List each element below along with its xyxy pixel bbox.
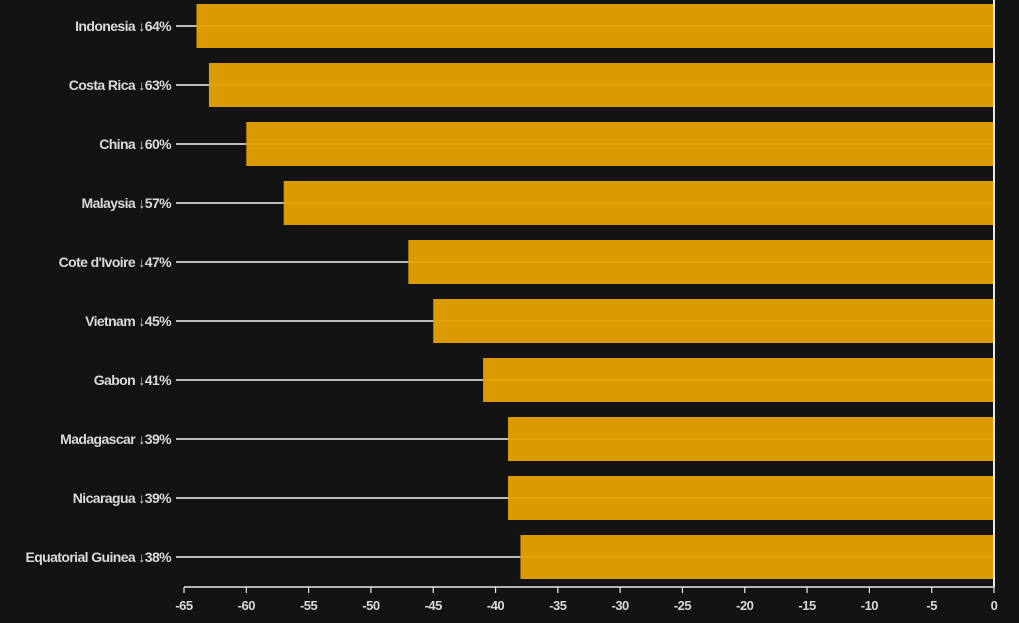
category-label: Nicaragua ↓39% (73, 490, 172, 506)
x-tick-label: -25 (674, 598, 692, 613)
category-label: Equatorial Guinea ↓38% (25, 549, 172, 565)
x-tick-label: -30 (612, 598, 630, 613)
x-tick-label: -50 (362, 598, 380, 613)
category-label: Vietnam ↓45% (85, 313, 172, 329)
x-tick-label: -20 (736, 598, 754, 613)
category-label: Costa Rica ↓63% (69, 77, 172, 93)
x-tick-label: -40 (487, 598, 505, 613)
category-label: Indonesia ↓64% (75, 18, 172, 34)
x-tick-label: -15 (798, 598, 816, 613)
x-tick-label: -65 (175, 598, 193, 613)
category-label: Cote d'Ivoire ↓47% (59, 254, 172, 270)
category-label: Gabon ↓41% (94, 372, 172, 388)
x-tick-label: -5 (926, 598, 937, 613)
x-tick-label: -10 (861, 598, 879, 613)
x-tick-label: -45 (425, 598, 443, 613)
category-label: Madagascar ↓39% (60, 431, 172, 447)
x-tick-label: 0 (991, 598, 998, 613)
category-label: China ↓60% (99, 136, 172, 152)
category-labels: Indonesia ↓64% Costa Rica ↓63% China ↓60% M… (25, 18, 172, 565)
x-axis: -65 -60 -55 -50 -45 -40 -35 -30 -25 -20 -15 -10 -5 0 (175, 0, 998, 613)
x-tick-label: -60 (238, 598, 256, 613)
leader-lines (176, 25, 521, 558)
x-tick-label: -35 (549, 598, 567, 613)
category-label: Malaysia ↓57% (82, 195, 173, 211)
x-tick-label: -55 (300, 598, 318, 613)
bars (196, 4, 995, 579)
